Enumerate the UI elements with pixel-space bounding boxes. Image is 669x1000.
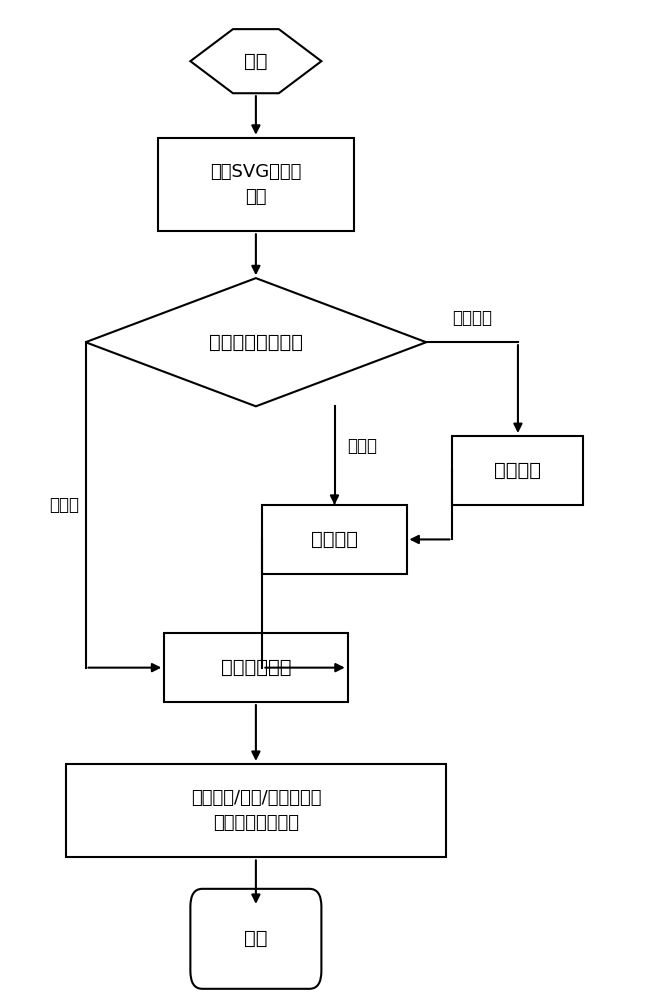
Text: 绑定设备: 绑定设备: [311, 530, 358, 549]
Text: 图元是否绑定设备: 图元是否绑定设备: [209, 333, 303, 352]
FancyBboxPatch shape: [158, 138, 354, 231]
FancyBboxPatch shape: [66, 764, 446, 857]
Text: 显示基本信息: 显示基本信息: [221, 658, 291, 677]
Text: 已绑定: 已绑定: [49, 496, 79, 514]
Text: 解除绑定: 解除绑定: [494, 461, 541, 480]
Text: 显示SVG工艺流
程图: 显示SVG工艺流 程图: [210, 163, 302, 206]
FancyBboxPatch shape: [164, 633, 348, 702]
Text: 未绑定: 未绑定: [348, 437, 377, 455]
Text: 管理故障/维修/维护信息或
查看二级设备信息: 管理故障/维修/维护信息或 查看二级设备信息: [191, 789, 321, 832]
Text: 开始: 开始: [244, 52, 268, 71]
Text: 绑定错误: 绑定错误: [452, 309, 492, 327]
FancyBboxPatch shape: [191, 889, 321, 989]
Polygon shape: [86, 278, 426, 406]
Polygon shape: [191, 29, 321, 93]
Text: 结束: 结束: [244, 929, 268, 948]
FancyBboxPatch shape: [262, 505, 407, 574]
FancyBboxPatch shape: [452, 436, 583, 505]
